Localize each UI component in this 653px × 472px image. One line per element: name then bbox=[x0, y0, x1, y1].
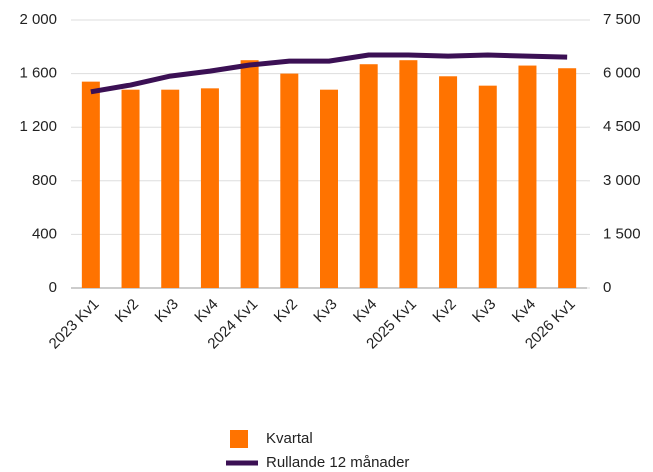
y2-tick-label: 0 bbox=[603, 279, 611, 296]
bar bbox=[399, 60, 418, 289]
bar bbox=[359, 64, 378, 288]
x-tick-label: Kv2 bbox=[429, 296, 459, 326]
x-tick-label: Kv3 bbox=[152, 296, 182, 326]
bar bbox=[280, 73, 299, 288]
x-tick-label: Kv3 bbox=[310, 296, 340, 326]
bar bbox=[161, 89, 180, 289]
y-tick-label: 0 bbox=[49, 279, 57, 296]
y-tick-label: 1 200 bbox=[19, 118, 57, 135]
legend-swatch bbox=[226, 460, 258, 466]
legend-swatch bbox=[230, 430, 248, 448]
legend-label: Rullande 12 månader bbox=[266, 454, 409, 471]
x-tick-label: Kv4 bbox=[191, 296, 221, 326]
bar bbox=[240, 60, 259, 289]
bar bbox=[558, 68, 577, 289]
legend-label: Kvartal bbox=[266, 430, 313, 447]
y-tick-label: 800 bbox=[32, 172, 57, 189]
x-tick-label: Kv4 bbox=[350, 296, 380, 326]
x-tick-label: Kv2 bbox=[271, 296, 301, 326]
y2-tick-label: 1 500 bbox=[603, 225, 641, 242]
x-tick-label: Kv4 bbox=[509, 296, 539, 326]
line bbox=[90, 52, 568, 95]
bar bbox=[478, 85, 497, 288]
x-tick-label: Kv2 bbox=[112, 296, 142, 326]
y-tick-label: 2 000 bbox=[19, 11, 57, 28]
bar bbox=[81, 81, 100, 288]
bar bbox=[518, 65, 537, 288]
y2-tick-label: 6 000 bbox=[603, 65, 641, 82]
x-tick-label: 2023 Kv1 bbox=[46, 296, 103, 353]
bar bbox=[320, 89, 338, 289]
y2-tick-label: 3 000 bbox=[603, 172, 641, 189]
y2-tick-label: 7 500 bbox=[603, 11, 641, 28]
bar bbox=[200, 88, 219, 288]
y-tick-label: 1 600 bbox=[19, 65, 57, 82]
y2-tick-label: 4 500 bbox=[603, 118, 641, 135]
x-tick-label: Kv3 bbox=[469, 296, 499, 326]
y-tick-label: 400 bbox=[32, 225, 57, 242]
bar bbox=[439, 76, 458, 288]
bar bbox=[121, 89, 140, 289]
